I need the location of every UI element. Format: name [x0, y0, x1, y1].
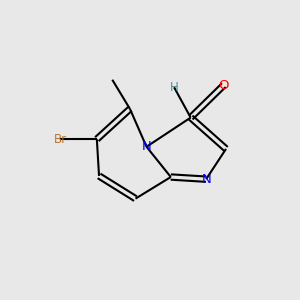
Text: H: H [170, 81, 178, 94]
Text: Br: Br [54, 133, 67, 146]
Text: N: N [142, 140, 152, 153]
Text: N: N [201, 173, 211, 186]
Text: O: O [218, 79, 229, 92]
